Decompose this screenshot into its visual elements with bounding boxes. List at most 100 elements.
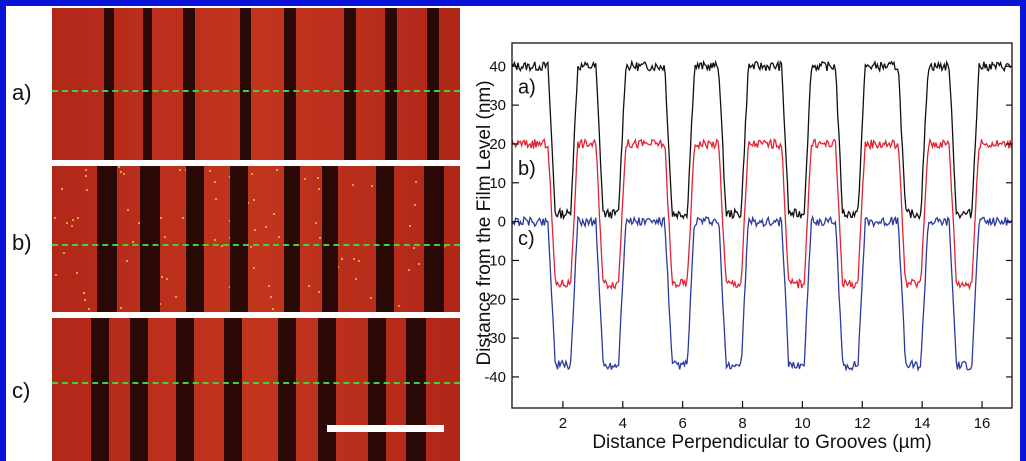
- x-tick-label: 4: [619, 415, 627, 432]
- series-label: b): [518, 158, 536, 180]
- surface-speckle: [83, 292, 85, 294]
- surface-speckle: [408, 269, 410, 271]
- groove-stripe: [376, 166, 394, 312]
- groove-stripe: [406, 318, 426, 461]
- x-tick-label: 6: [678, 415, 686, 432]
- surface-speckle: [61, 188, 63, 190]
- plot-frame: [511, 42, 1013, 409]
- surface-speckle: [268, 285, 270, 287]
- groove-stripe: [344, 8, 356, 160]
- groove-stripe: [278, 318, 296, 461]
- y-tick-label: 0: [498, 214, 506, 231]
- surface-speckle: [398, 305, 400, 307]
- surface-speckle: [253, 199, 255, 201]
- groove-stripe: [176, 318, 194, 461]
- surface-speckle: [415, 181, 417, 183]
- surface-speckle: [175, 296, 177, 298]
- groove-stripe: [143, 8, 152, 160]
- surface-speckle: [353, 258, 355, 260]
- series-line: [511, 137, 1013, 291]
- y-tick-label: 40: [489, 58, 506, 75]
- y-tick-label: 30: [489, 97, 506, 114]
- panel-label-c: c): [12, 378, 31, 403]
- surface-speckle: [54, 217, 56, 219]
- surface-speckle: [254, 229, 256, 231]
- surface-speckle: [66, 222, 68, 224]
- surface-speckle: [413, 247, 415, 249]
- panel-label-a: a): [12, 80, 32, 105]
- x-tick-label: 2: [559, 415, 567, 432]
- surface-speckle: [319, 237, 321, 239]
- surface-speckle: [276, 169, 278, 171]
- y-tick-label: -10: [484, 252, 506, 269]
- surface-speckle: [418, 263, 420, 265]
- surface-speckle: [182, 217, 184, 219]
- series-label: c): [518, 228, 535, 250]
- afm-image-c: [52, 318, 460, 461]
- y-tick-label: -30: [484, 330, 506, 347]
- surface-speckle: [76, 272, 78, 274]
- groove-stripe: [322, 166, 338, 312]
- surface-speckle: [221, 245, 223, 247]
- surface-speckle: [132, 241, 134, 243]
- groove-stripe: [224, 318, 242, 461]
- surface-speckle: [318, 291, 320, 293]
- surface-speckle: [71, 225, 73, 227]
- surface-speckle: [160, 217, 162, 219]
- surface-speckle: [120, 171, 122, 173]
- surface-speckle: [85, 169, 87, 171]
- groove-stripe: [424, 166, 444, 312]
- profile-guide-line: [52, 90, 460, 92]
- surface-speckle: [251, 173, 253, 175]
- surface-speckle: [444, 245, 446, 247]
- profile-guide-line: [52, 382, 460, 384]
- surface-speckle: [270, 296, 272, 298]
- y-tick-label: -20: [484, 291, 506, 308]
- groove-stripe: [130, 318, 148, 461]
- series-line: [511, 214, 1012, 372]
- surface-speckle: [86, 189, 88, 191]
- series-line: [511, 59, 1012, 221]
- groove-stripe: [284, 8, 296, 160]
- groove-stripe: [427, 8, 439, 160]
- groove-stripe: [385, 8, 397, 160]
- surface-speckle: [72, 219, 74, 221]
- surface-speckle: [318, 188, 320, 190]
- groove-stripe: [140, 166, 160, 312]
- surface-speckle: [352, 184, 354, 186]
- plot-lines: a) b) c): [511, 59, 1013, 372]
- x-tick-label: 8: [738, 415, 746, 432]
- y-tick-label: 20: [489, 136, 506, 153]
- surface-speckle: [278, 236, 280, 238]
- surface-speckle: [253, 267, 255, 269]
- surface-speckle: [250, 246, 252, 248]
- surface-speckle: [126, 260, 128, 262]
- y-tick-label: 10: [489, 175, 506, 192]
- surface-speckle: [55, 274, 57, 276]
- surface-speckle: [247, 202, 249, 204]
- surface-speckle: [166, 278, 168, 280]
- x-axis-label: Distance Perpendicular to Grooves (µm): [592, 432, 931, 453]
- surface-speckle: [63, 252, 65, 254]
- surface-speckle: [358, 260, 360, 262]
- surface-speckle: [370, 297, 372, 299]
- surface-speckle: [304, 178, 306, 180]
- surface-speckle: [337, 266, 339, 268]
- surface-speckle: [120, 307, 122, 309]
- x-tick-label: 16: [974, 415, 991, 432]
- groove-stripe: [186, 166, 204, 312]
- afm-image-a: [52, 8, 460, 160]
- surface-speckle: [355, 278, 357, 280]
- x-tick-label: 10: [794, 415, 811, 432]
- surface-speckle: [164, 236, 166, 238]
- x-tick-label: 14: [914, 415, 931, 432]
- surface-speckle: [315, 222, 317, 224]
- groove-stripe: [97, 166, 117, 312]
- groove-stripe: [183, 8, 195, 160]
- groove-stripe: [284, 166, 300, 312]
- groove-stripe: [368, 318, 386, 461]
- surface-speckle: [85, 175, 87, 177]
- surface-speckle: [317, 177, 319, 179]
- surface-speckle: [179, 169, 181, 171]
